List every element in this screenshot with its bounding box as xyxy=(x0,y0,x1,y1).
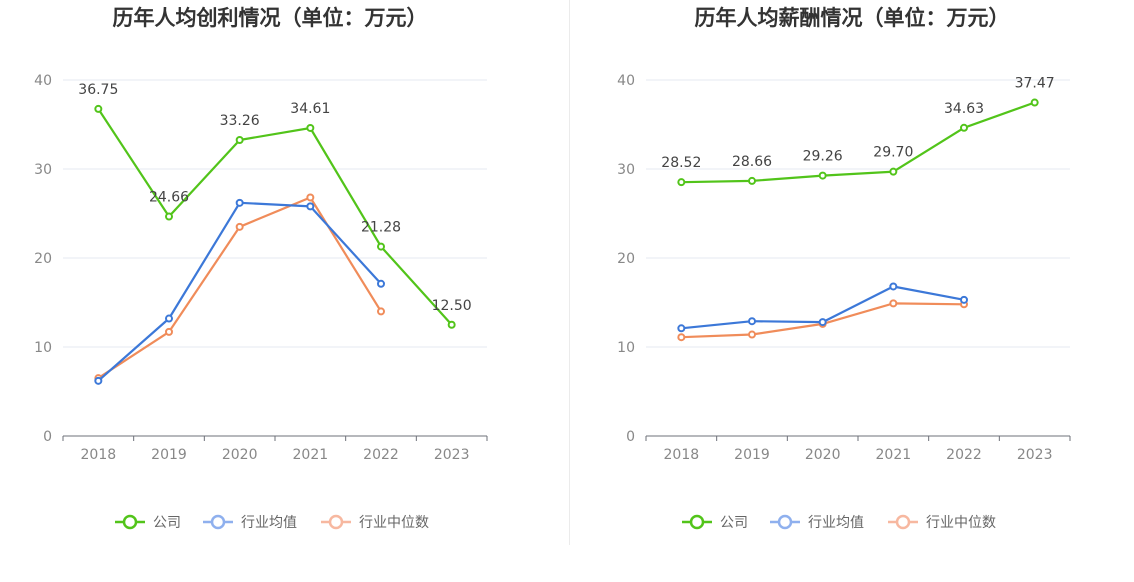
y-tick-label: 30 xyxy=(617,162,635,178)
legend-label: 行业中位数 xyxy=(359,515,429,531)
data-point-s0-2 xyxy=(818,171,827,180)
data-label: 12.50 xyxy=(432,298,472,314)
data-label: 28.52 xyxy=(661,155,701,171)
legend-marker xyxy=(122,514,138,530)
legend-marker xyxy=(689,514,705,530)
y-tick-label: 0 xyxy=(626,429,635,445)
legend-item-1[interactable]: 行业均值 xyxy=(770,514,864,531)
data-point-s0-3 xyxy=(306,123,315,132)
x-tick-label: 2023 xyxy=(1017,447,1053,463)
data-point-s0-0 xyxy=(677,178,686,187)
x-tick-label: 2018 xyxy=(81,447,117,463)
legend-label: 公司 xyxy=(153,515,181,531)
y-tick-label: 40 xyxy=(617,73,635,89)
x-tick-label: 2019 xyxy=(151,447,187,463)
x-tick-label: 2021 xyxy=(293,447,329,463)
data-point-s1-3 xyxy=(889,282,898,291)
legend-item-2[interactable]: 行业中位数 xyxy=(888,514,996,531)
data-label: 21.28 xyxy=(361,220,401,236)
legend-item-0[interactable]: 公司 xyxy=(682,514,748,531)
data-point-s0-1 xyxy=(748,176,756,185)
data-label: 29.26 xyxy=(803,149,843,165)
data-point-s0-1 xyxy=(165,212,173,221)
data-point-s1-1 xyxy=(748,317,756,326)
x-tick-label: 2021 xyxy=(876,447,912,463)
x-tick-label: 2023 xyxy=(434,447,470,463)
data-point-s1-4 xyxy=(960,295,968,304)
legend-item-1[interactable]: 行业均值 xyxy=(203,514,297,531)
data-point-s2-3 xyxy=(306,193,315,202)
legend-label: 行业均值 xyxy=(808,515,864,531)
data-label: 37.47 xyxy=(1015,76,1055,92)
data-point-s0-5 xyxy=(1030,98,1039,107)
x-tick-label: 2022 xyxy=(363,447,399,463)
chart-panel-salary: 历年人均薪酬情况（单位：万元） 0 10 20 30 40 2018 2019 2020 2021… xyxy=(567,0,1134,582)
data-point-s1-2 xyxy=(818,318,827,327)
data-point-s1-0 xyxy=(677,324,686,333)
data-point-s1-3 xyxy=(306,202,315,211)
series-line-0 xyxy=(681,101,1036,184)
data-point-s0-4 xyxy=(960,123,968,132)
data-point-s1-4 xyxy=(377,279,385,288)
y-tick-label: 30 xyxy=(34,162,52,178)
data-point-s2-1 xyxy=(165,327,173,336)
data-point-s0-5 xyxy=(447,320,456,329)
y-tick-label: 10 xyxy=(34,340,52,356)
legend-marker xyxy=(895,514,911,530)
data-label: 34.61 xyxy=(290,101,330,117)
legend-label: 行业均值 xyxy=(241,515,297,531)
data-point-s2-2 xyxy=(235,222,244,231)
legend-item-2[interactable]: 行业中位数 xyxy=(321,514,429,531)
data-point-s0-3 xyxy=(889,167,898,176)
y-tick-label: 20 xyxy=(34,251,52,267)
x-tick-label: 2022 xyxy=(946,447,982,463)
panel-divider xyxy=(569,0,570,545)
data-point-s1-0 xyxy=(94,376,103,385)
data-label: 33.26 xyxy=(220,113,260,129)
y-tick-label: 20 xyxy=(617,251,635,267)
y-tick-label: 40 xyxy=(34,73,52,89)
legend-marker xyxy=(328,514,344,530)
x-tick-label: 2020 xyxy=(222,447,258,463)
salary-chart: 历年人均薪酬情况（单位：万元） 0 10 20 30 40 2018 2019 2020 2021… xyxy=(617,6,1071,531)
data-point-s2-1 xyxy=(748,330,756,339)
data-label: 29.70 xyxy=(873,145,913,161)
chart-title: 历年人均创利情况（单位：万元） xyxy=(113,6,428,30)
profit-chart: 历年人均创利情况（单位：万元） 0 10 20 30 40 2018 2019 2020 2021… xyxy=(34,6,488,531)
data-point-s0-2 xyxy=(235,135,244,144)
y-tick-label: 0 xyxy=(43,429,52,445)
series-line-0 xyxy=(97,108,453,326)
data-label: 36.75 xyxy=(78,82,118,98)
data-point-s1-2 xyxy=(235,198,244,207)
x-tick-label: 2019 xyxy=(734,447,770,463)
x-tick-label: 2018 xyxy=(664,447,700,463)
chart-panel-profit: 历年人均创利情况（单位：万元） 0 10 20 30 40 2018 2019 2020 2021… xyxy=(34,6,488,531)
data-point-s2-0 xyxy=(677,333,686,342)
data-point-s0-4 xyxy=(377,242,385,251)
data-point-s1-1 xyxy=(165,314,173,323)
data-point-s0-0 xyxy=(94,104,103,113)
data-point-s2-3 xyxy=(889,299,898,308)
legend-label: 行业中位数 xyxy=(926,515,996,531)
data-label: 34.63 xyxy=(944,101,984,117)
legend-marker xyxy=(210,514,226,530)
y-tick-label: 10 xyxy=(617,340,635,356)
legend-marker xyxy=(777,514,793,530)
chart-title: 历年人均薪酬情况（单位：万元） xyxy=(695,6,1010,30)
data-label: 28.66 xyxy=(732,154,772,170)
legend-label: 公司 xyxy=(720,515,748,531)
legend-item-0[interactable]: 公司 xyxy=(115,514,181,531)
x-tick-label: 2020 xyxy=(805,447,841,463)
data-label: 24.66 xyxy=(149,190,189,206)
data-point-s2-4 xyxy=(377,307,385,316)
